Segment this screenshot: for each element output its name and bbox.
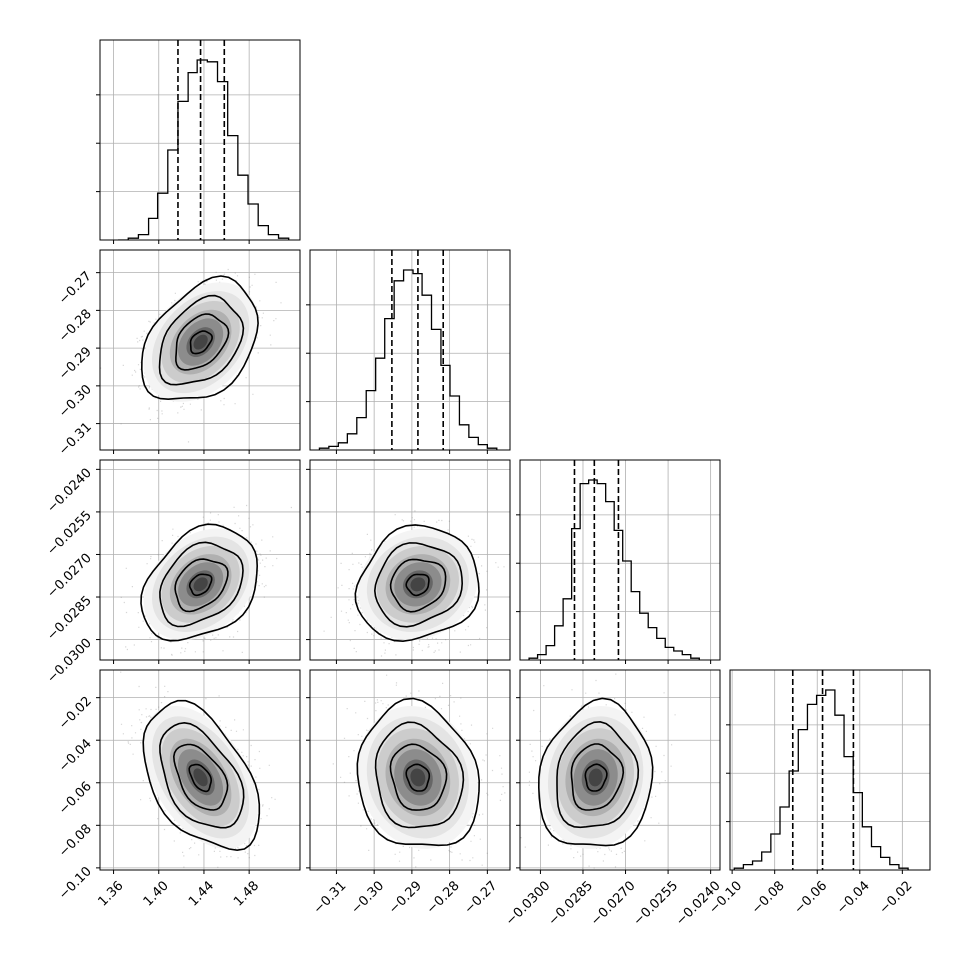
contour-line-1 <box>373 542 464 628</box>
histogram-panel-1 <box>306 249 511 454</box>
panel-content <box>100 250 300 450</box>
x-tick-label: −0.27 <box>462 878 501 917</box>
panel-frame <box>729 669 931 871</box>
histogram-step <box>118 59 290 240</box>
density-shade-6 <box>410 768 426 787</box>
contour-line-2 <box>389 743 448 811</box>
x-tick-label: −0.02 <box>877 878 916 917</box>
contour-line-2 <box>174 558 229 613</box>
density-shade-6 <box>193 577 208 592</box>
contour-line-3 <box>584 763 608 792</box>
y-tick-label: −0.29 <box>56 344 95 383</box>
x-tick-label: 1.44 <box>186 878 217 909</box>
scatter-panel-1-0 <box>96 249 301 454</box>
panel-content <box>520 670 720 870</box>
histogram-panel-2 <box>516 459 721 664</box>
contour-line-1 <box>159 541 244 628</box>
y-tick-label: −0.0270 <box>44 551 94 601</box>
panel-content <box>310 460 510 660</box>
contour-line-3 <box>405 763 431 792</box>
contour-line-1 <box>374 721 465 829</box>
y-tick-label: −0.10 <box>56 864 95 903</box>
contour-line-1 <box>158 294 245 386</box>
contour-line-0 <box>537 697 654 847</box>
y-tick-label: −0.06 <box>56 779 95 818</box>
panel-content <box>100 670 300 870</box>
contour-line-0 <box>356 697 481 847</box>
y-tick-label: −0.08 <box>56 822 95 861</box>
x-tick-label: −0.0270 <box>588 878 638 928</box>
x-tick-label: −0.0255 <box>631 878 681 928</box>
contour-line-2 <box>570 743 625 811</box>
contour-line-0 <box>140 275 259 401</box>
panel-frame <box>309 459 511 661</box>
x-tick-label: −0.30 <box>348 878 387 917</box>
panel-frame <box>519 459 721 661</box>
y-tick-label: −0.31 <box>56 420 95 459</box>
panel-frame <box>519 669 721 871</box>
x-tick-label: −0.0300 <box>503 878 553 928</box>
panel-frame <box>309 249 511 451</box>
y-tick-label: −0.28 <box>56 307 95 346</box>
density-shade-6 <box>193 334 208 350</box>
contour-line-3 <box>188 573 213 597</box>
x-tick-label: −0.29 <box>386 878 425 917</box>
x-tick-label: −0.06 <box>792 878 831 917</box>
panel-frame <box>99 459 301 661</box>
y-tick-label: −0.0300 <box>44 636 94 686</box>
contour-line-0 <box>140 523 259 642</box>
y-tick-label: −0.0240 <box>44 466 94 516</box>
histogram-step <box>528 479 700 660</box>
contour-line-1 <box>556 720 640 829</box>
contour-line-3 <box>189 330 213 355</box>
scatter-panel-2-1 <box>306 459 511 664</box>
scatter-panel-3-1 <box>306 669 511 874</box>
scatter-panel-3-0 <box>96 669 301 874</box>
panel-content <box>100 460 300 660</box>
y-tick-label: −0.04 <box>56 736 95 775</box>
contour-line-2 <box>175 313 230 371</box>
contour-line-0 <box>354 524 480 643</box>
x-tick-label: 1.48 <box>231 878 262 909</box>
panel-frame <box>309 669 511 871</box>
density-shade-6 <box>193 768 208 787</box>
histogram-step <box>318 269 498 450</box>
y-tick-label: −0.30 <box>56 382 95 421</box>
y-tick-label: −0.0255 <box>44 508 94 558</box>
x-tick-label: −0.31 <box>311 878 350 917</box>
x-tick-label: 1.36 <box>96 878 127 909</box>
x-tick-label: −0.28 <box>424 878 463 917</box>
x-tick-label: −0.04 <box>834 878 873 917</box>
contour-line-0 <box>142 699 261 852</box>
y-tick-label: −0.27 <box>56 269 95 308</box>
panel-frame <box>99 669 301 871</box>
contour-line-2 <box>172 743 229 811</box>
x-tick-label: −0.0285 <box>546 878 596 928</box>
contour-line-2 <box>389 558 447 613</box>
contour-line-1 <box>159 721 245 829</box>
histogram-step <box>733 689 909 870</box>
x-tick-label: 1.40 <box>141 878 172 909</box>
histogram-panel-3 <box>726 669 931 874</box>
contour-line-3 <box>405 573 430 597</box>
histogram-panel-0 <box>96 39 301 244</box>
contour-line-3 <box>188 763 213 793</box>
density-shade-6 <box>410 577 426 592</box>
density-shade-6 <box>588 768 603 787</box>
x-tick-label: −0.08 <box>749 878 788 917</box>
panel-content <box>310 670 510 870</box>
scatter-panel-2-0 <box>96 459 301 664</box>
y-tick-label: −0.0285 <box>44 593 94 643</box>
scatter-panel-3-2 <box>516 669 721 874</box>
y-tick-label: −0.02 <box>56 694 95 733</box>
panel-frame <box>99 39 301 241</box>
panel-frame <box>99 249 301 451</box>
